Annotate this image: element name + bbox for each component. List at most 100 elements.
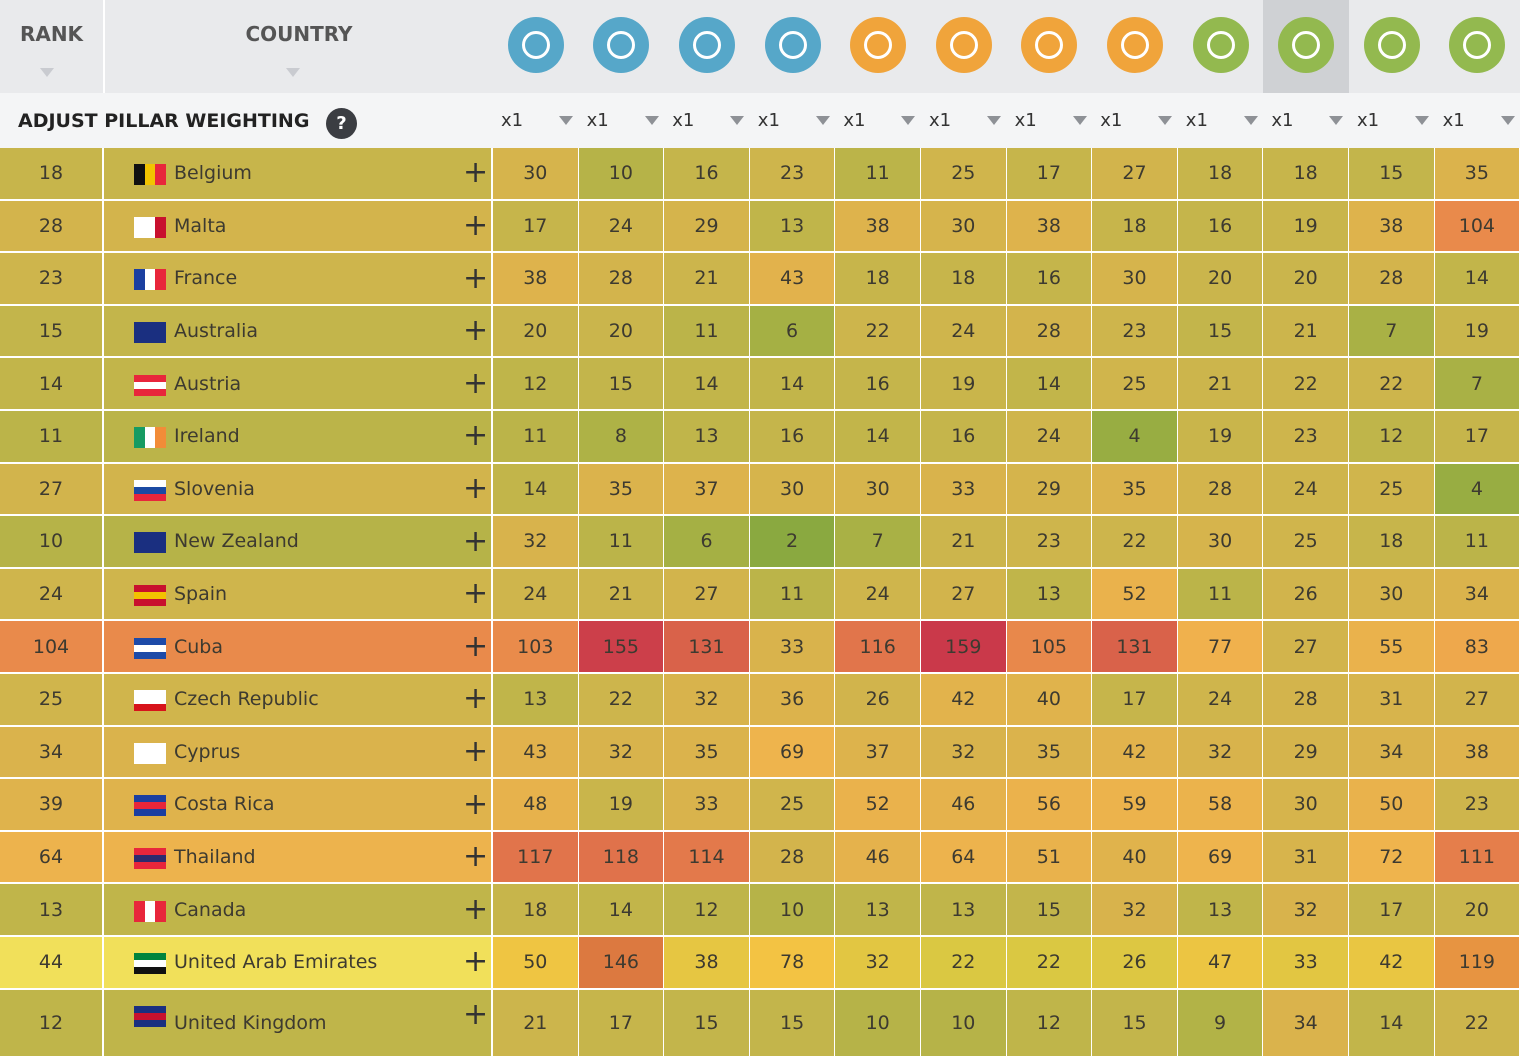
expand-icon[interactable]: +	[463, 996, 489, 1032]
country-cell[interactable]: Canada	[104, 884, 493, 937]
pillar-icon[interactable]	[593, 17, 650, 73]
expand-icon[interactable]: +	[463, 628, 489, 664]
flag-stripe	[134, 164, 145, 186]
flag	[134, 1005, 166, 1027]
score-cell: 114	[664, 831, 751, 885]
rank-header[interactable]: RANK	[19, 22, 84, 46]
score-cell: 32	[578, 726, 666, 780]
pillar-icon[interactable]	[850, 17, 907, 73]
expand-icon[interactable]: +	[463, 733, 489, 769]
pillar-icon[interactable]	[1449, 17, 1506, 73]
weight-label[interactable]: x1	[929, 110, 952, 131]
score-cell: 17	[578, 989, 666, 1058]
weight-label[interactable]: x1	[1100, 110, 1123, 131]
expand-icon[interactable]: +	[463, 891, 489, 927]
country-cell[interactable]: Ireland	[104, 411, 493, 464]
weight-label[interactable]: x1	[672, 110, 695, 131]
expand-icon[interactable]: +	[463, 786, 489, 822]
pillar-icon[interactable]	[764, 17, 821, 73]
flag-stripe	[134, 967, 166, 975]
country-cell[interactable]: Cuba	[104, 621, 493, 674]
weight-label[interactable]: x1	[843, 110, 866, 131]
country-cell[interactable]: Belgium	[104, 148, 493, 201]
flag	[134, 427, 167, 449]
country-cell[interactable]: France	[104, 253, 493, 306]
pillar-icon[interactable]	[1363, 17, 1420, 73]
flag	[134, 848, 166, 870]
score-cell: 4	[1434, 463, 1520, 517]
expand-icon[interactable]: +	[463, 576, 489, 612]
weight-label[interactable]: x1	[501, 110, 524, 131]
dropdown-arrow	[1072, 116, 1087, 125]
expand-icon[interactable]: +	[463, 313, 489, 349]
weight-label[interactable]: x1	[1442, 110, 1465, 131]
country-cell[interactable]: Malta	[104, 200, 493, 254]
expand-icon[interactable]: +	[463, 681, 489, 717]
score-cell: 32	[921, 726, 1008, 780]
pillar-icon[interactable]	[1021, 17, 1078, 73]
expand-icon[interactable]: +	[463, 365, 489, 401]
score-cell: 55	[1349, 621, 1436, 674]
rank-cell: 64	[0, 831, 104, 885]
expand-icon[interactable]: +	[463, 418, 489, 454]
weight-label[interactable]: x1	[1271, 110, 1294, 131]
flag-stripe	[134, 599, 166, 607]
flag-stripe	[134, 960, 166, 968]
expand-icon[interactable]: +	[463, 470, 489, 506]
pillar-icon[interactable]	[1278, 17, 1335, 73]
country-cell[interactable]: Austria	[104, 358, 493, 411]
flag-stripe	[134, 697, 166, 705]
score-cell: 16	[1177, 200, 1265, 254]
country-cell[interactable]: Thailand	[104, 831, 493, 885]
score-cell: 20	[1263, 253, 1350, 306]
country-header[interactable]: COUNTRY	[245, 22, 353, 46]
country-cell[interactable]: Costa Rica	[104, 779, 493, 832]
country-cell[interactable]: United Arab Emirates	[104, 937, 493, 990]
country-cell[interactable]: Czech Republic	[104, 674, 493, 727]
flag-stripe	[144, 269, 156, 291]
expand-icon[interactable]: +	[463, 155, 489, 191]
pillar-icon[interactable]	[679, 17, 735, 73]
score-cell: 24	[1177, 674, 1265, 727]
flag	[134, 900, 167, 922]
score-cell: 25	[1263, 516, 1350, 569]
help-button[interactable]: ?	[326, 108, 357, 139]
expand-icon[interactable]: +	[463, 207, 489, 243]
score-cell: 24	[835, 568, 922, 622]
score-cell: 30	[921, 200, 1008, 254]
expand-icon[interactable]: +	[463, 944, 489, 980]
score-cell: 32	[1092, 884, 1179, 937]
flag-stripe	[134, 322, 145, 344]
expand-icon[interactable]: +	[463, 839, 489, 875]
weight-label[interactable]: x1	[1357, 110, 1380, 131]
expand-icon[interactable]: +	[463, 260, 489, 296]
country-cell[interactable]: Spain	[104, 568, 493, 622]
pillar-icon[interactable]	[1107, 17, 1163, 73]
country-cell[interactable]: New Zealand	[104, 516, 493, 569]
weight-label[interactable]: x1	[757, 110, 780, 131]
flag-stripe	[155, 742, 167, 764]
weight-label[interactable]: x1	[1185, 110, 1208, 131]
pillar-icon[interactable]	[1192, 17, 1249, 73]
pillar-icon[interactable]	[935, 17, 992, 73]
expand-icon[interactable]: +	[463, 523, 489, 559]
country-cell[interactable]: Slovenia	[104, 463, 493, 517]
weighting-label: ADJUST PILLAR WEIGHTING	[18, 110, 310, 132]
weight-label[interactable]: x1	[586, 110, 609, 131]
dropdown-arrow	[730, 116, 745, 125]
pillar-icon[interactable]	[507, 17, 564, 73]
score-cell: 11	[578, 516, 666, 569]
icon-glyph	[778, 31, 807, 59]
score-cell: 118	[578, 831, 666, 885]
score-cell: 32	[1177, 726, 1265, 780]
country-cell[interactable]: Cyprus	[104, 726, 493, 780]
score-cell: 35	[664, 726, 751, 780]
score-cell: 22	[1092, 516, 1179, 569]
country-cell[interactable]: Australia	[104, 305, 493, 359]
weight-label[interactable]: x1	[1014, 110, 1037, 131]
score-cell: 26	[835, 674, 922, 727]
score-cell: 36	[749, 674, 837, 727]
score-cell: 131	[664, 621, 751, 674]
score-cell: 42	[1349, 937, 1436, 990]
country-cell[interactable]: United Kingdom	[104, 989, 493, 1058]
